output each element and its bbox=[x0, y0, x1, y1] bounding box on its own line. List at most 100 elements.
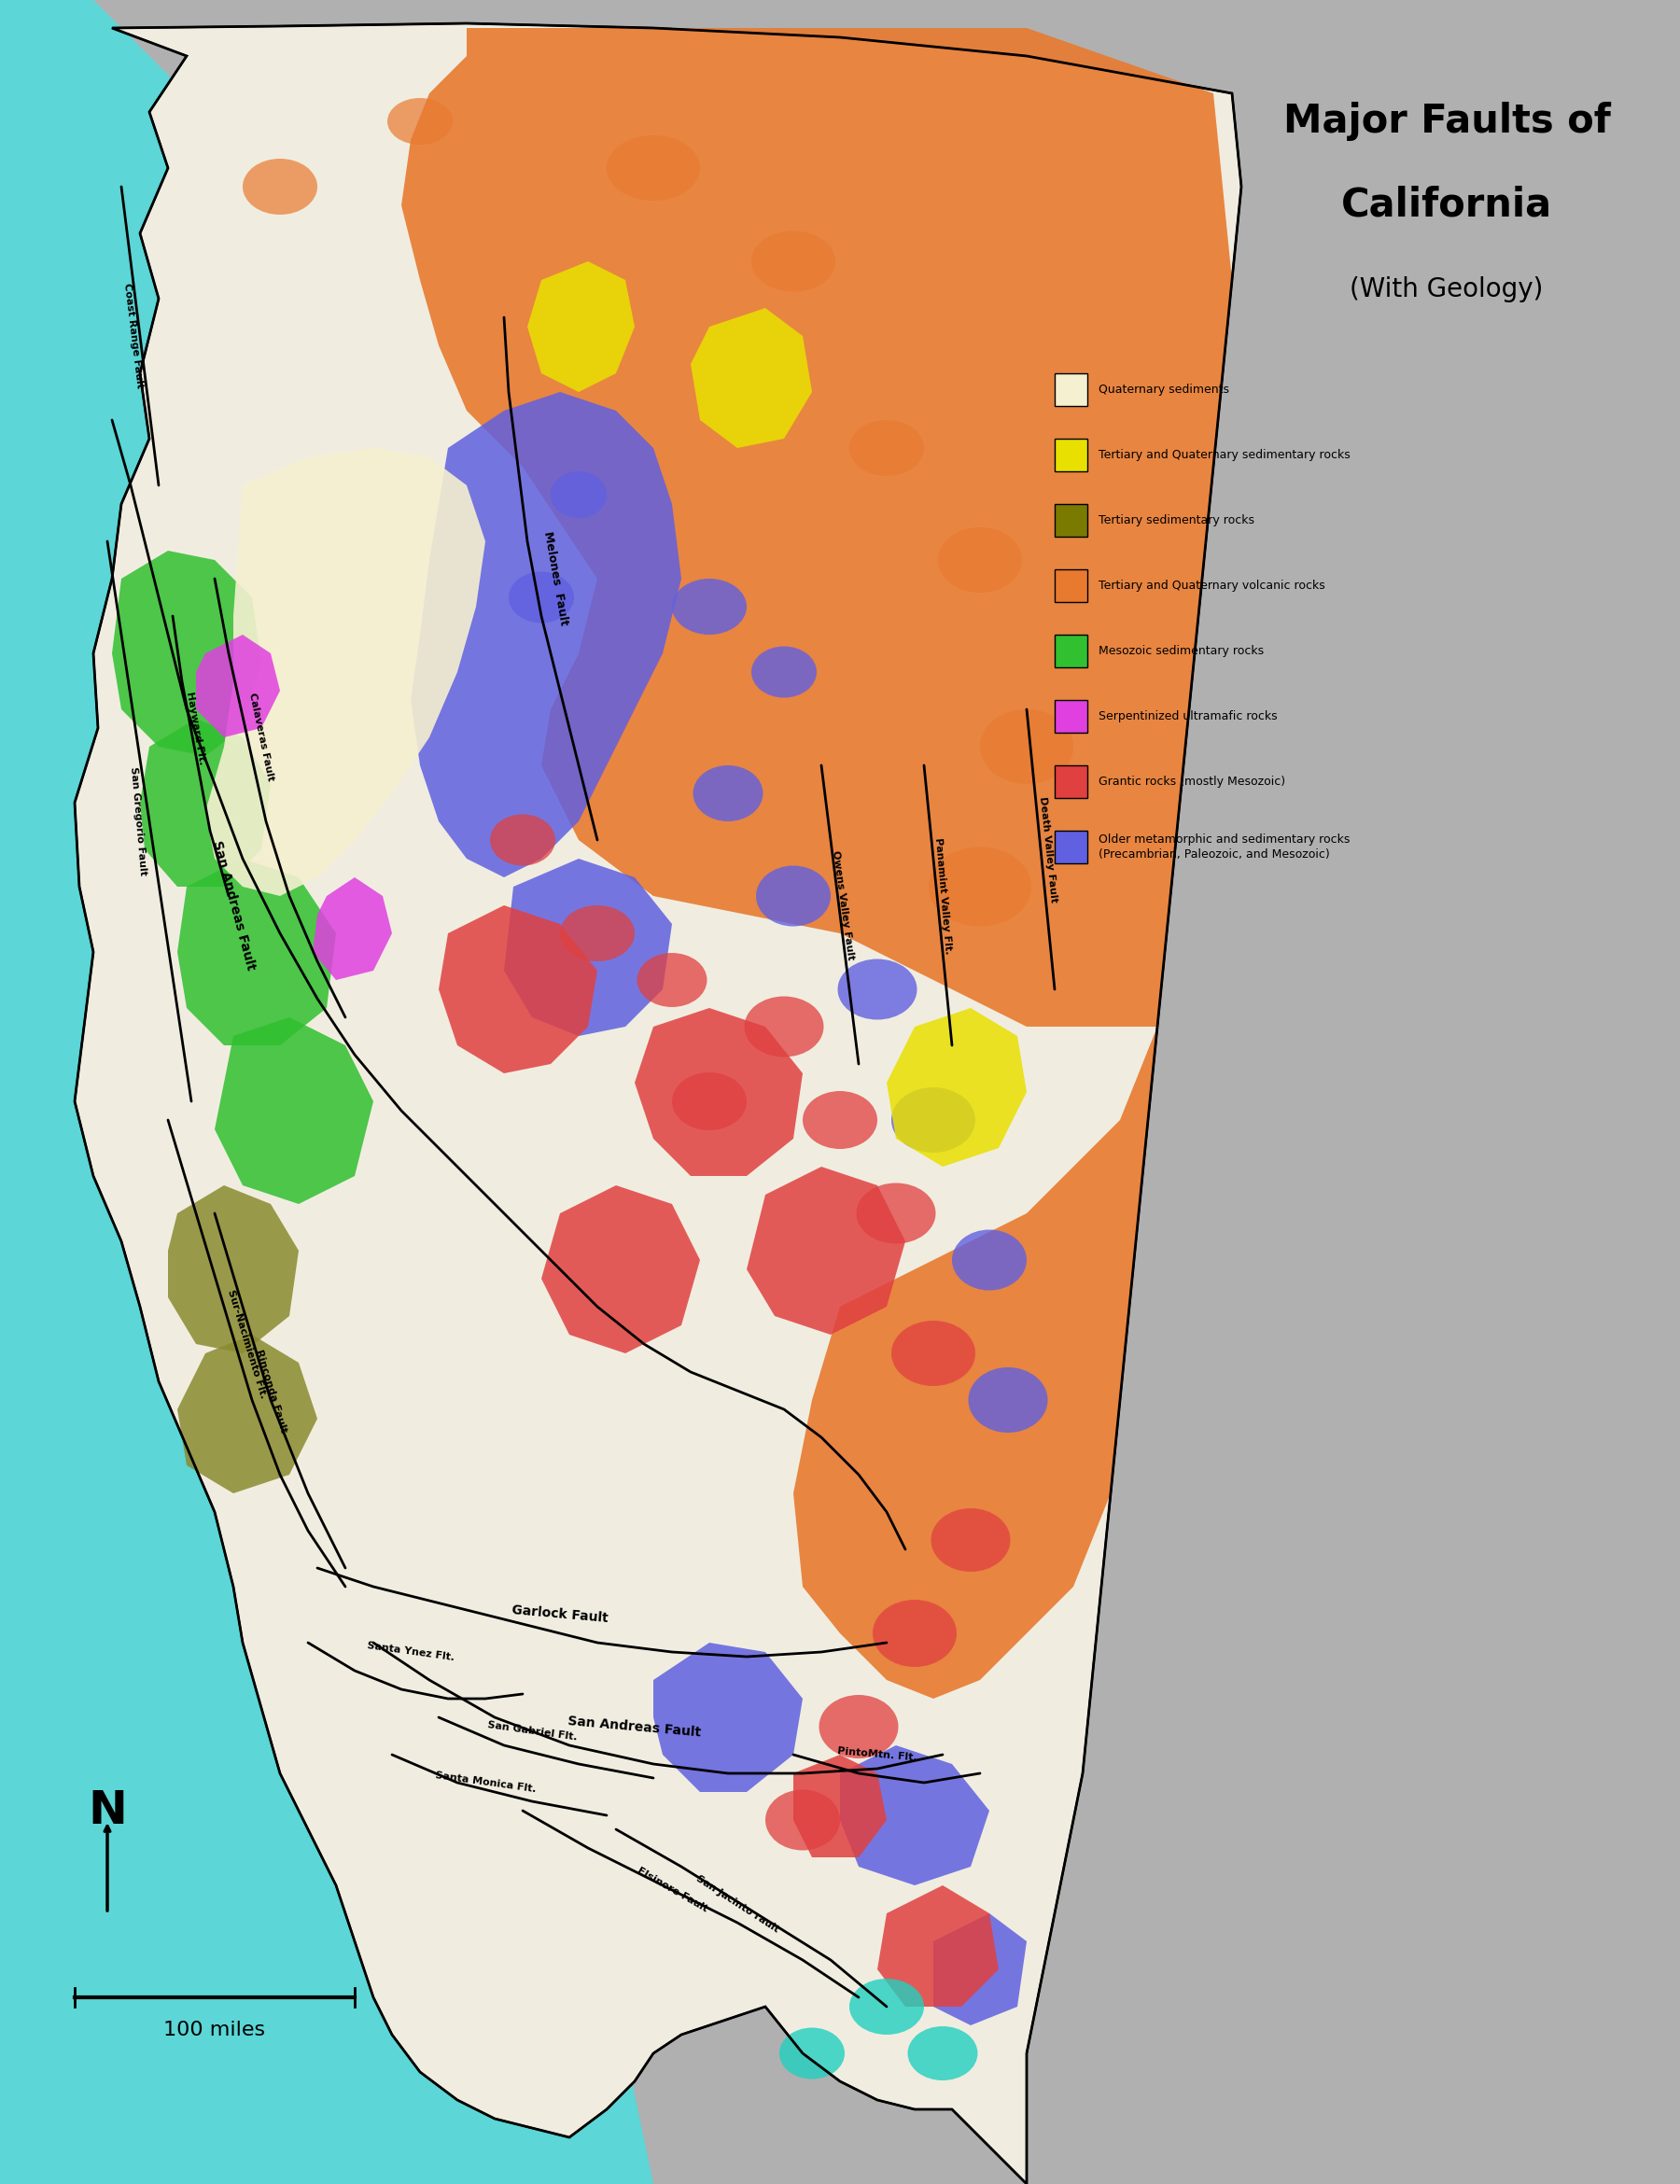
Ellipse shape bbox=[872, 1599, 956, 1666]
Ellipse shape bbox=[907, 2027, 978, 2081]
Text: San Gabriel Flt.: San Gabriel Flt. bbox=[487, 1721, 578, 1743]
Text: California: California bbox=[1341, 186, 1552, 225]
Ellipse shape bbox=[388, 98, 452, 144]
Ellipse shape bbox=[937, 526, 1021, 592]
Ellipse shape bbox=[850, 419, 924, 476]
Ellipse shape bbox=[857, 1184, 936, 1243]
Bar bbox=[1055, 764, 1087, 797]
Text: Owens Valley Fault: Owens Valley Fault bbox=[830, 850, 855, 961]
Polygon shape bbox=[746, 1166, 906, 1334]
Ellipse shape bbox=[559, 906, 635, 961]
Polygon shape bbox=[438, 906, 598, 1072]
Text: San Jacinto rault: San Jacinto rault bbox=[694, 1874, 781, 1935]
Text: Santa Ynez Flt.: Santa Ynez Flt. bbox=[366, 1640, 455, 1662]
Ellipse shape bbox=[968, 1367, 1048, 1433]
Bar bbox=[1055, 505, 1087, 537]
Polygon shape bbox=[793, 1754, 887, 1856]
Ellipse shape bbox=[551, 472, 606, 518]
Ellipse shape bbox=[838, 959, 917, 1020]
Text: N: N bbox=[87, 1789, 128, 1832]
Text: Older metamorphic and sedimentary rocks
(Precambrian, Paleozoic, and Mesozoic): Older metamorphic and sedimentary rocks … bbox=[1099, 834, 1351, 860]
Text: San Gregorio Fault: San Gregorio Fault bbox=[129, 767, 148, 876]
Ellipse shape bbox=[756, 865, 830, 926]
Polygon shape bbox=[215, 1018, 373, 1203]
Text: Calaveras Fault: Calaveras Fault bbox=[247, 692, 276, 782]
Ellipse shape bbox=[672, 579, 746, 636]
Text: Grantic rocks (mostly Mesozoic): Grantic rocks (mostly Mesozoic) bbox=[1099, 775, 1285, 788]
Ellipse shape bbox=[242, 159, 318, 214]
Text: Santa Monica Flt.: Santa Monica Flt. bbox=[435, 1771, 536, 1795]
Polygon shape bbox=[840, 1745, 990, 1885]
Ellipse shape bbox=[892, 1321, 976, 1387]
Ellipse shape bbox=[491, 815, 556, 865]
Ellipse shape bbox=[953, 1230, 1026, 1291]
Polygon shape bbox=[205, 448, 486, 895]
Text: Sur-Nacimiento Flt.: Sur-Nacimiento Flt. bbox=[227, 1289, 269, 1400]
Polygon shape bbox=[178, 858, 336, 1046]
Polygon shape bbox=[690, 308, 811, 448]
Ellipse shape bbox=[929, 847, 1032, 926]
Polygon shape bbox=[178, 1334, 318, 1494]
Text: Mesozoic sedimentary rocks: Mesozoic sedimentary rocks bbox=[1099, 644, 1263, 657]
Ellipse shape bbox=[606, 135, 701, 201]
Bar bbox=[1055, 636, 1087, 668]
Text: Death Valley Fault: Death Valley Fault bbox=[1038, 795, 1058, 902]
Polygon shape bbox=[793, 1026, 1158, 1699]
Ellipse shape bbox=[672, 1072, 746, 1131]
Ellipse shape bbox=[509, 572, 575, 622]
Polygon shape bbox=[541, 1186, 701, 1354]
Ellipse shape bbox=[744, 996, 823, 1057]
Ellipse shape bbox=[751, 646, 816, 697]
Polygon shape bbox=[168, 1186, 299, 1354]
Ellipse shape bbox=[692, 764, 763, 821]
Text: PintoMtn. Flt.: PintoMtn. Flt. bbox=[837, 1747, 917, 1762]
Ellipse shape bbox=[850, 1979, 924, 2035]
Polygon shape bbox=[139, 719, 270, 887]
Text: Tertiary and Quaternary sedimentary rocks: Tertiary and Quaternary sedimentary rock… bbox=[1099, 450, 1351, 461]
Text: 100 miles: 100 miles bbox=[163, 2020, 265, 2040]
Text: Melones  Fault: Melones Fault bbox=[541, 531, 570, 627]
Text: Panamint Valley Flt.: Panamint Valley Flt. bbox=[932, 836, 953, 954]
Ellipse shape bbox=[751, 232, 835, 293]
Bar bbox=[1055, 439, 1087, 472]
Polygon shape bbox=[113, 550, 262, 756]
Text: Tertiary and Quaternary volcanic rocks: Tertiary and Quaternary volcanic rocks bbox=[1099, 579, 1326, 592]
Bar bbox=[1055, 830, 1087, 863]
Bar bbox=[1055, 373, 1087, 406]
Polygon shape bbox=[312, 878, 391, 981]
Ellipse shape bbox=[931, 1509, 1010, 1572]
Text: San Andreas Fault: San Andreas Fault bbox=[568, 1714, 702, 1738]
Text: Major Faults of: Major Faults of bbox=[1284, 103, 1611, 142]
Ellipse shape bbox=[637, 952, 707, 1007]
Polygon shape bbox=[410, 391, 682, 878]
Ellipse shape bbox=[979, 710, 1074, 784]
Polygon shape bbox=[0, 373, 654, 2184]
Text: (With Geology): (With Geology) bbox=[1351, 275, 1544, 301]
Text: Garlock Fault: Garlock Fault bbox=[511, 1603, 608, 1625]
Text: Rinconda Fault: Rinconda Fault bbox=[254, 1348, 287, 1433]
Polygon shape bbox=[528, 262, 635, 391]
Polygon shape bbox=[635, 1009, 803, 1175]
Polygon shape bbox=[934, 1913, 1026, 2025]
Text: Tertiary sedimentary rocks: Tertiary sedimentary rocks bbox=[1099, 513, 1255, 526]
Text: Quaternary sediments: Quaternary sediments bbox=[1099, 384, 1230, 395]
Polygon shape bbox=[504, 858, 672, 1035]
Text: Serpentinized ultramafic rocks: Serpentinized ultramafic rocks bbox=[1099, 710, 1277, 723]
Text: Hayward Flt.: Hayward Flt. bbox=[185, 690, 207, 764]
Polygon shape bbox=[0, 0, 262, 467]
Ellipse shape bbox=[892, 1088, 976, 1153]
Bar bbox=[1055, 570, 1087, 603]
Text: Coast Range Fault: Coast Range Fault bbox=[123, 284, 144, 389]
Ellipse shape bbox=[820, 1695, 899, 1758]
Polygon shape bbox=[654, 1642, 803, 1793]
Polygon shape bbox=[877, 1885, 998, 2007]
Text: Elsinore Fault: Elsinore Fault bbox=[635, 1865, 709, 1913]
Polygon shape bbox=[197, 636, 281, 738]
Polygon shape bbox=[887, 1009, 1026, 1166]
Polygon shape bbox=[402, 28, 1231, 1026]
Polygon shape bbox=[74, 24, 1242, 2184]
Ellipse shape bbox=[780, 2027, 845, 2079]
Bar bbox=[1055, 701, 1087, 732]
Ellipse shape bbox=[766, 1789, 840, 1850]
Text: San Andreas Fault: San Andreas Fault bbox=[210, 839, 257, 972]
